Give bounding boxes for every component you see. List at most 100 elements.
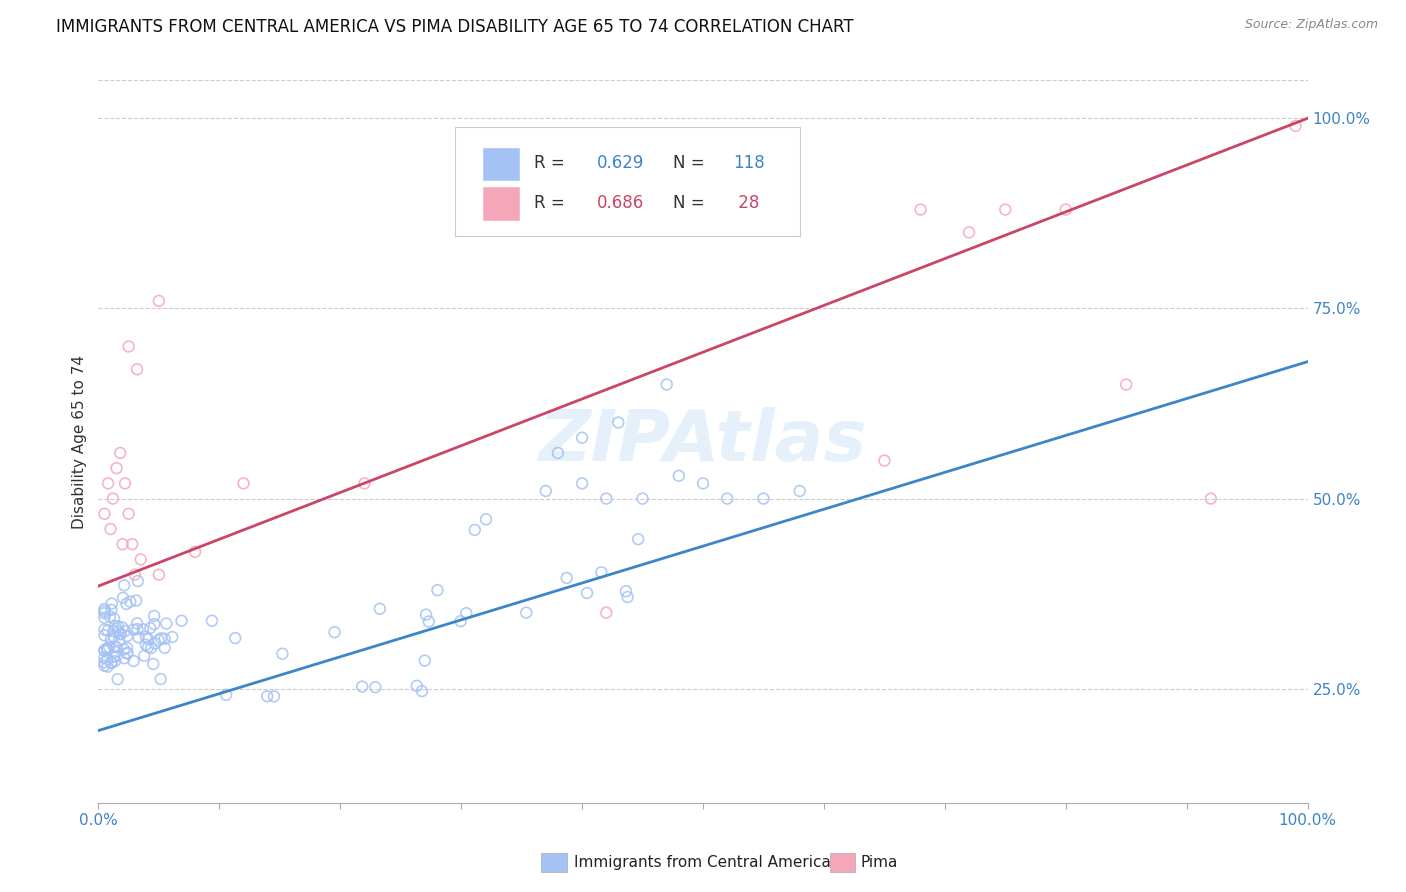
- Text: 0.686: 0.686: [596, 194, 644, 212]
- Point: [97, 476, 120, 491]
- Point: [591, 566, 613, 580]
- Point: [616, 590, 638, 604]
- Point: [122, 623, 145, 637]
- Point: [127, 616, 149, 631]
- Point: [162, 630, 184, 644]
- Point: [571, 476, 593, 491]
- Point: [114, 476, 136, 491]
- Point: [595, 606, 617, 620]
- Point: [100, 656, 122, 670]
- Point: [93, 643, 115, 657]
- Point: [148, 293, 170, 308]
- Point: [100, 656, 122, 670]
- Point: [100, 522, 122, 536]
- Point: [271, 647, 294, 661]
- Point: [107, 624, 129, 639]
- Point: [910, 202, 932, 217]
- Bar: [482, 147, 520, 181]
- Point: [263, 690, 285, 704]
- Point: [668, 468, 690, 483]
- Point: [464, 523, 486, 537]
- Point: [143, 609, 166, 624]
- Point: [136, 640, 159, 654]
- Text: R =: R =: [534, 194, 569, 212]
- Point: [655, 377, 678, 392]
- Point: [112, 642, 135, 657]
- Text: Immigrants from Central America: Immigrants from Central America: [574, 855, 831, 870]
- Point: [184, 545, 207, 559]
- Point: [413, 654, 436, 668]
- Point: [93, 604, 115, 618]
- Text: ZIPAtlas: ZIPAtlas: [538, 407, 868, 476]
- Point: [112, 578, 135, 592]
- Point: [353, 476, 375, 491]
- Point: [170, 614, 193, 628]
- Point: [115, 640, 138, 655]
- Point: [103, 624, 125, 639]
- Text: Pima: Pima: [860, 855, 898, 870]
- Point: [405, 679, 427, 693]
- Point: [100, 603, 122, 617]
- Point: [93, 643, 115, 657]
- Point: [105, 640, 128, 654]
- Point: [117, 647, 139, 661]
- Point: [134, 648, 156, 663]
- Point: [752, 491, 775, 506]
- Point: [105, 461, 128, 475]
- Text: R =: R =: [534, 154, 569, 172]
- Point: [994, 202, 1017, 217]
- Point: [515, 606, 537, 620]
- Point: [115, 629, 138, 643]
- Point: [129, 552, 152, 566]
- Point: [411, 684, 433, 698]
- Point: [142, 657, 165, 671]
- Point: [1199, 491, 1222, 506]
- Point: [97, 659, 120, 673]
- Point: [576, 586, 599, 600]
- Point: [103, 612, 125, 626]
- Point: [136, 632, 159, 647]
- Point: [120, 594, 142, 608]
- Point: [475, 512, 498, 526]
- Point: [415, 607, 437, 622]
- Point: [93, 602, 115, 616]
- Point: [692, 476, 714, 491]
- Point: [139, 621, 162, 635]
- Point: [155, 616, 177, 631]
- Point: [103, 640, 125, 654]
- Point: [127, 622, 149, 636]
- Point: [104, 654, 127, 668]
- Point: [104, 645, 127, 659]
- Point: [100, 632, 122, 647]
- Point: [323, 625, 346, 640]
- Point: [108, 633, 131, 648]
- Point: [716, 491, 738, 506]
- Point: [547, 446, 569, 460]
- Point: [256, 690, 278, 704]
- Point: [215, 688, 238, 702]
- Point: [571, 431, 593, 445]
- Point: [97, 624, 120, 638]
- Point: [108, 627, 131, 641]
- Point: [153, 640, 176, 655]
- Point: [127, 574, 149, 588]
- Point: [450, 614, 472, 628]
- Point: [456, 606, 478, 620]
- Point: [114, 624, 136, 638]
- Point: [101, 491, 124, 506]
- Point: [97, 643, 120, 657]
- Point: [110, 627, 132, 641]
- Point: [96, 641, 118, 656]
- Point: [418, 615, 440, 629]
- Text: 118: 118: [734, 154, 765, 172]
- Point: [98, 640, 121, 655]
- Point: [117, 646, 139, 660]
- Point: [114, 651, 136, 665]
- Point: [93, 650, 115, 665]
- Point: [555, 571, 578, 585]
- Point: [789, 483, 811, 498]
- Point: [631, 491, 654, 506]
- Point: [627, 532, 650, 546]
- Point: [128, 631, 150, 645]
- Point: [135, 638, 157, 652]
